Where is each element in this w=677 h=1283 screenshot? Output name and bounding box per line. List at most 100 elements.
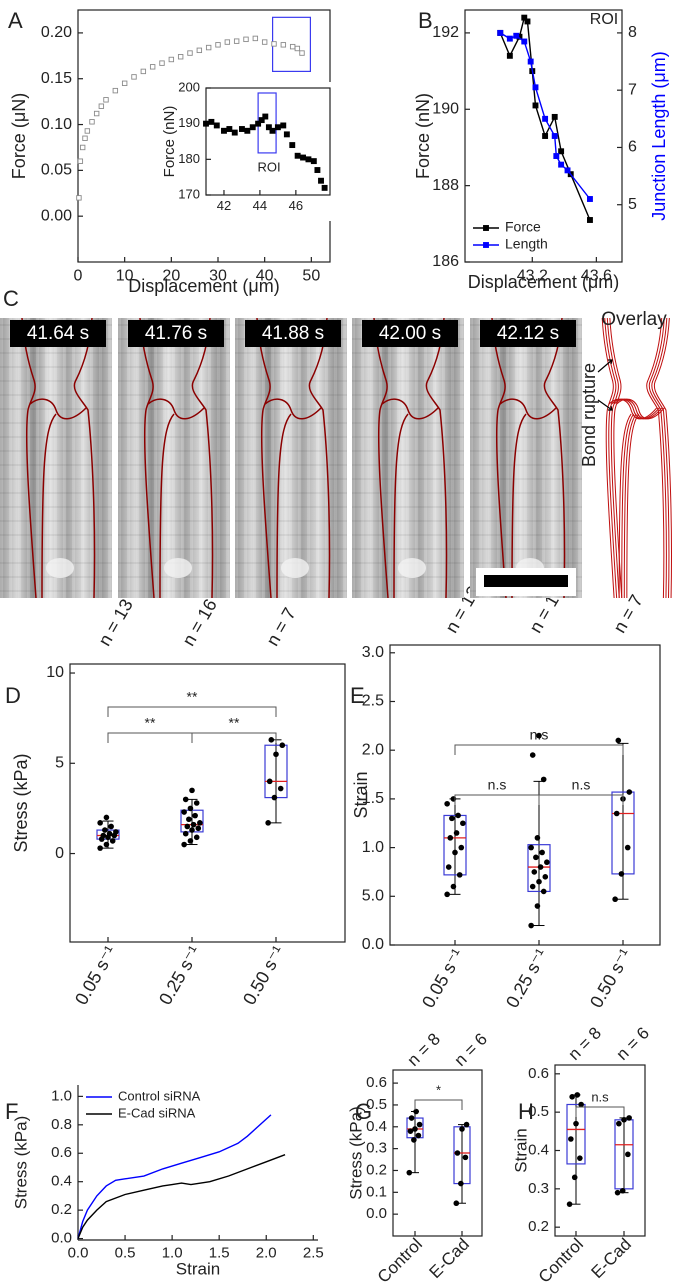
data-point — [197, 820, 203, 826]
y-tick-label: 188 — [432, 177, 459, 194]
x-tick-label: 0.25 s⁻¹ — [502, 945, 552, 1011]
data-point — [195, 825, 202, 832]
data-point — [445, 864, 452, 870]
data-point — [534, 903, 541, 909]
y-tick-label: 1.0 — [362, 839, 384, 856]
series-line — [77, 1154, 286, 1239]
data-point — [447, 835, 454, 841]
panel-label: E — [350, 683, 365, 708]
data-point — [103, 841, 110, 848]
box — [443, 814, 467, 876]
significance-label: n.s — [488, 777, 507, 793]
y-tick-label: 0.0 — [366, 1205, 387, 1222]
data-point — [521, 38, 528, 45]
x-tick-label: E-Cad — [587, 1235, 635, 1283]
data-point — [109, 838, 116, 844]
x-tick-label: 44 — [253, 198, 267, 213]
y-axis-label: Strain — [351, 771, 371, 818]
x-tick-label: 1.0 — [162, 1244, 183, 1261]
significance-label: * — [436, 1082, 441, 1097]
data-point — [577, 1155, 583, 1161]
panel-label: D — [5, 683, 21, 708]
data-point — [238, 126, 245, 132]
data-point — [460, 820, 466, 827]
significance-label: ** — [229, 715, 240, 731]
data-point — [182, 830, 189, 837]
data-point — [458, 844, 465, 851]
data-point — [408, 1115, 415, 1121]
data-point — [294, 45, 301, 52]
plot-frame — [205, 87, 331, 196]
y-tick-label: 190 — [178, 115, 200, 130]
cell-blob — [398, 558, 426, 578]
data-point — [452, 849, 458, 856]
data-point — [192, 812, 198, 819]
y-tick-label: 0.1 — [366, 1183, 387, 1200]
n-label: n = 7 — [609, 591, 647, 636]
data-point — [566, 1201, 573, 1207]
data-point — [184, 823, 191, 830]
data-point — [131, 74, 137, 80]
y-tick-label: 10 — [46, 664, 64, 681]
data-point — [177, 54, 184, 60]
x-tick-label: 43.6 — [581, 268, 612, 285]
time-label: 41.88 s — [262, 323, 324, 344]
time-label: 42.12 s — [497, 323, 559, 344]
box — [566, 1103, 586, 1165]
data-point — [258, 117, 265, 124]
y-tick-label: 170 — [178, 186, 200, 201]
cell-outline — [511, 413, 527, 599]
plot-frame — [464, 9, 623, 263]
y-tick-label: 0.6 — [528, 1065, 549, 1082]
data-point — [252, 35, 259, 42]
cell-outline — [73, 317, 96, 599]
box — [527, 844, 551, 893]
data-point — [274, 124, 281, 131]
cell-outline — [276, 413, 292, 599]
significance-bracket — [538, 794, 624, 805]
y-tick-label: 0.0 — [51, 1230, 72, 1247]
y-tick-label: 0.6 — [366, 1074, 387, 1091]
data-point — [193, 834, 200, 841]
data-point — [265, 820, 271, 826]
data-point — [273, 751, 279, 758]
x-tick-label: Control — [535, 1235, 587, 1283]
y-tick-label: 192 — [432, 24, 459, 41]
data-point — [168, 56, 175, 63]
y-tick-label: 0.5 — [366, 1096, 387, 1113]
y2-tick-label: 7 — [628, 81, 637, 98]
x-tick-label: 30 — [209, 268, 227, 285]
overlay-outline — [653, 317, 673, 599]
data-point — [205, 44, 212, 51]
significance-label: ** — [187, 689, 198, 705]
x-tick-label: 20 — [162, 268, 180, 285]
data-point — [243, 36, 249, 43]
image-frame: 42.00 s — [352, 317, 464, 599]
data-point — [578, 1101, 584, 1108]
cell-texture — [118, 318, 230, 598]
data-point — [529, 752, 536, 758]
y-tick-label: 0.0 — [362, 936, 384, 953]
data-point — [542, 115, 549, 122]
data-point — [181, 809, 187, 815]
data-point — [318, 177, 324, 184]
image-frame: 41.76 s — [118, 317, 230, 599]
data-point — [626, 789, 633, 795]
data-point — [280, 122, 287, 129]
legend-label: Force — [505, 219, 541, 235]
significance-bracket — [454, 794, 540, 805]
data-point — [208, 118, 215, 125]
significance-bracket — [107, 706, 277, 717]
data-point — [533, 854, 539, 861]
scale-bar — [484, 575, 568, 587]
y-tick-label: 5 — [55, 755, 64, 772]
data-point — [558, 161, 565, 168]
y-tick-label: 1.5 — [362, 790, 384, 807]
panel-label: A — [8, 8, 23, 33]
y-axis-label: Force (nN) — [161, 106, 178, 178]
data-point — [224, 39, 231, 45]
data-point — [283, 131, 290, 138]
x-axis-label: Displacement (μm) — [468, 272, 619, 292]
data-point — [113, 829, 119, 835]
cell-outline — [41, 413, 57, 599]
